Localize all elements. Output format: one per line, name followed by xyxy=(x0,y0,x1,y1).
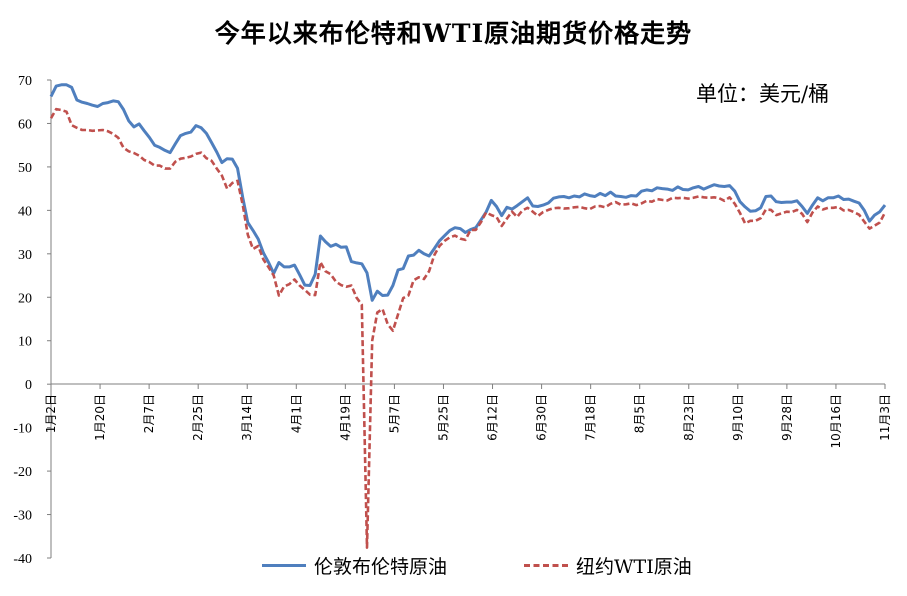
series-line-wti xyxy=(49,107,887,549)
y-tick-label: 30 xyxy=(18,248,32,263)
legend-swatch-brent xyxy=(262,564,306,567)
legend-swatch-wti xyxy=(524,564,568,567)
x-tick-label: 2月25日 xyxy=(191,394,205,441)
x-tick-label: 9月10日 xyxy=(731,394,745,441)
x-tick-label: 1月20日 xyxy=(93,394,107,441)
unit-label: 单位：美元/桶 xyxy=(696,82,830,106)
y-tick-label: 0 xyxy=(25,378,32,393)
legend: 伦敦布伦特原油 纽约WTI原油 xyxy=(262,552,782,580)
series-line-brent xyxy=(49,83,887,302)
legend-item-brent: 伦敦布伦特原油 xyxy=(262,552,447,579)
x-tick-label: 5月25日 xyxy=(436,394,450,441)
x-tick-label: 7月18日 xyxy=(584,394,598,441)
x-tick-label: 5月7日 xyxy=(387,394,401,433)
y-tick-label: 60 xyxy=(18,117,32,132)
legend-label-brent: 伦敦布伦特原油 xyxy=(314,556,448,578)
x-tick-label: 10月16日 xyxy=(829,394,843,449)
x-tick-label: 6月30日 xyxy=(535,394,549,441)
x-tick-label: 4月19日 xyxy=(338,394,352,441)
series-lines xyxy=(49,83,887,549)
legend-item-wti: 纽约WTI原油 xyxy=(524,552,692,579)
y-tick-label: -30 xyxy=(13,509,32,524)
y-tick-label: 20 xyxy=(18,291,32,306)
x-tick-label: 8月23日 xyxy=(682,394,696,441)
y-tick-label: 10 xyxy=(18,335,32,350)
legend-label-wti: 纽约WTI原油 xyxy=(576,556,692,578)
y-tick-label: 40 xyxy=(18,204,32,219)
y-tick-label: 70 xyxy=(18,74,32,89)
chart-title: 今年以来布伦特和WTI原油期货价格走势 xyxy=(214,19,693,48)
x-tick-label: 6月12日 xyxy=(486,394,500,441)
x-axis: 1月2日 1月20日 2月7日 2月25日 3月14日 4月1日 4月19日 5月7日 5月25… xyxy=(44,383,892,449)
x-tick-label: 11月3日 xyxy=(878,394,892,441)
y-tick-label: -10 xyxy=(13,422,32,437)
y-tick-label: 50 xyxy=(18,161,32,176)
x-tick-label: 2月7日 xyxy=(142,394,156,433)
x-tick-label: 4月1日 xyxy=(289,394,303,433)
x-tick-label: 3月14日 xyxy=(240,394,254,441)
x-tick-label: 8月5日 xyxy=(633,394,647,433)
y-tick-label: -40 xyxy=(13,552,32,567)
y-axis: 70 60 50 40 30 20 10 0 -10 -20 -30 -40 xyxy=(13,74,52,567)
y-tick-label: -20 xyxy=(13,465,32,480)
x-tick-label: 9月28日 xyxy=(780,394,794,441)
x-tick-label: 1月2日 xyxy=(44,394,58,433)
